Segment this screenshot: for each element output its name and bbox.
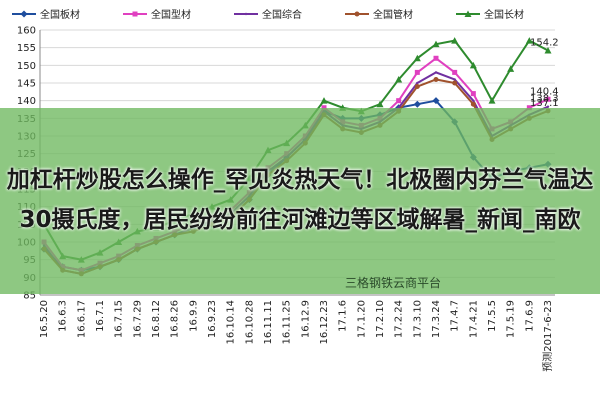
- point: [545, 96, 551, 102]
- x-tick-label: 16.8.26: [170, 300, 181, 338]
- point: [432, 97, 440, 105]
- x-tick-label: 16.10.28: [244, 300, 255, 345]
- point: [453, 78, 456, 81]
- x-tick-label: 16.5.20: [39, 300, 50, 338]
- point: [525, 37, 533, 44]
- point: [432, 40, 440, 48]
- data-label: 154.2: [530, 37, 559, 48]
- point: [507, 65, 515, 72]
- point: [320, 97, 328, 104]
- point: [451, 37, 459, 44]
- x-tick-label: 16.7.15: [114, 300, 125, 338]
- point: [464, 10, 472, 17]
- point: [526, 105, 532, 111]
- point: [20, 10, 28, 18]
- point: [416, 81, 419, 85]
- point: [434, 71, 438, 74]
- legend-label: 全国综合: [262, 8, 302, 21]
- x-tick-label: 16.11.11: [263, 300, 274, 345]
- x-tick-label: 16.9.9: [188, 300, 199, 332]
- overlay-text: 加杠杆炒股怎么操作_罕见炎热天气！北极圈内芬兰气温达30摄氏度，居民纷纷前往河滩…: [6, 167, 594, 233]
- x-tick-label: 16.7.1: [95, 300, 106, 332]
- x-tick-label: 17.4.7: [450, 300, 461, 332]
- y-tick-label: 150: [17, 61, 36, 72]
- point: [433, 55, 439, 61]
- x-tick-label: 17.4.21: [468, 300, 479, 338]
- x-tick-label: 17.6.9: [524, 300, 535, 332]
- point: [413, 100, 421, 108]
- y-tick-label: 155: [17, 43, 36, 54]
- x-tick-label: 预测2017-6-23: [541, 300, 554, 372]
- x-tick-label: 16.7.29: [132, 300, 143, 338]
- point: [469, 61, 477, 69]
- x-tick-label: 17.5.19: [506, 300, 517, 338]
- point: [413, 54, 421, 62]
- point: [546, 105, 550, 108]
- x-tick-label: 16.11.25: [282, 300, 293, 345]
- x-tick-label: 16.10.14: [226, 300, 237, 345]
- point: [376, 100, 384, 108]
- x-tick-label: 16.12.9: [300, 300, 311, 338]
- legend-label: 全国型材: [151, 8, 191, 21]
- data-label: 140.4: [530, 86, 559, 97]
- x-tick-label: 17.5.5: [487, 300, 498, 332]
- point: [321, 105, 327, 111]
- x-tick-label: 17.1.6: [338, 300, 349, 332]
- legend-label: 全国管材: [373, 8, 413, 21]
- point: [470, 91, 476, 97]
- point: [488, 97, 496, 104]
- x-tick-label: 16.8.12: [151, 300, 162, 338]
- point: [414, 84, 420, 90]
- x-tick-label: 17.2.10: [375, 300, 386, 338]
- point: [470, 101, 476, 107]
- point: [395, 75, 403, 83]
- x-tick-label: 16.12.23: [319, 300, 330, 345]
- x-tick-label: 16.6.17: [76, 300, 87, 338]
- y-tick-label: 140: [17, 96, 36, 107]
- point: [472, 99, 475, 102]
- data-label: 138.3: [530, 94, 559, 105]
- point: [396, 98, 402, 104]
- x-tick-label: 16.6.3: [58, 300, 69, 332]
- legend-label: 全国板材: [40, 8, 80, 21]
- x-tick-label: 17.3.10: [412, 300, 423, 338]
- point: [452, 80, 458, 86]
- point: [452, 69, 458, 75]
- y-tick-label: 160: [17, 26, 36, 37]
- x-tick-label: 16.9.23: [207, 300, 218, 338]
- watermark: 三格钢铁云商平台: [345, 276, 442, 290]
- point: [354, 11, 360, 17]
- point: [433, 76, 439, 82]
- legend-label: 全国长材: [484, 8, 524, 21]
- y-tick-label: 85: [23, 291, 36, 302]
- overlay-banner: [0, 108, 600, 294]
- x-tick-label: 17.2.24: [394, 300, 405, 338]
- point: [544, 46, 552, 54]
- point: [244, 12, 248, 16]
- point: [132, 11, 138, 17]
- x-tick-label: 17.3.24: [431, 300, 442, 338]
- y-tick-label: 145: [17, 79, 36, 90]
- data-label: 137.1: [530, 98, 559, 109]
- point: [414, 69, 420, 75]
- x-tick-label: 17.1.20: [356, 300, 367, 338]
